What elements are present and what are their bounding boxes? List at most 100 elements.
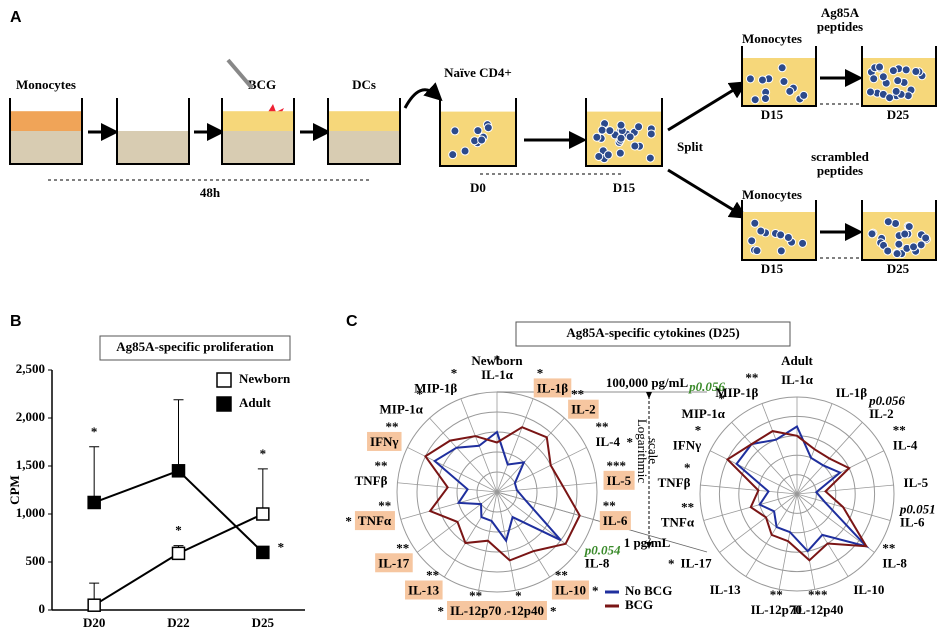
spoke [496,417,565,493]
error-bar [173,399,184,471]
cell [757,75,767,85]
cell [904,222,914,232]
axis-label: IL-12p70 [450,603,501,618]
highlight [533,378,572,398]
spoke [796,484,894,495]
cell [616,133,626,143]
cell [450,126,460,136]
axis-label: TNFβ [355,473,388,488]
well [861,200,937,261]
well [327,98,401,165]
significance: * [494,352,501,367]
axis-label: MIP-1α [380,402,424,417]
label: peptides [817,19,863,34]
gel [10,131,82,164]
significance: ** [681,499,694,514]
cell [776,230,786,240]
well-wall [585,98,663,167]
axis-label: IFNγ [370,434,398,449]
spoke [796,493,816,590]
spoke [496,491,578,553]
axis-label: IL-6 [900,514,925,529]
cell [597,125,607,135]
marker [256,545,270,560]
cell [875,62,885,72]
y-tick-label: 1,500 [16,457,45,472]
y-tick-label: 1,000 [16,505,45,520]
cell [901,65,911,75]
highlight [367,431,402,451]
significance: * [175,523,182,538]
spoke [709,450,798,495]
gel [328,131,400,164]
axis-label: IL-4 [893,437,918,452]
significance-green: * [627,434,634,449]
label: D25 [887,107,910,122]
p-value: p0.056 [688,379,725,394]
significance: * [91,424,98,439]
axis-label: IL-17 [681,555,713,570]
label: Monocytes [16,77,76,92]
significance: * [537,365,544,380]
cell [776,246,786,256]
axis-label: IL-10 [853,582,884,597]
panel-title: Ag85A-specific cytokines (D25) [566,325,739,340]
axis-label: IL-10 [555,583,586,598]
gel [222,131,294,164]
significance: ** [396,540,409,555]
label: D15 [761,107,784,122]
well-wall [439,98,517,167]
scale-note: scale [646,438,661,464]
cell [756,226,766,236]
arrow [403,82,443,109]
label: Monocytes [742,187,802,202]
spoke [731,422,798,495]
axis-label: IL-1α [481,367,514,382]
radar-series [423,426,581,562]
spoke [496,491,550,578]
well [439,98,517,167]
axis-label: IL-2 [869,406,894,421]
cell [616,120,626,130]
significance: ** [571,387,584,402]
x-tick-label: D20 [83,615,105,630]
axis-label: IL-8 [882,555,907,570]
cell [900,229,910,239]
significance: *** [607,458,627,473]
cell [869,74,879,84]
radar-title: Adult [781,353,813,368]
significance: * [684,460,691,475]
axis-label: IFNγ [673,437,701,452]
significance: ** [770,587,783,602]
y-tick-label: 500 [26,553,46,568]
arrow [667,168,748,219]
spoke [429,417,498,493]
significance: ** [882,540,895,555]
highlight [603,470,635,490]
marker [171,546,186,561]
marker [171,464,186,478]
scale-label: 1 pg/mL [624,535,671,550]
radar-series [735,425,870,553]
y-tick-label: 0 [39,601,46,616]
error-bar [89,446,100,503]
axis-label: IL-1α [781,372,814,387]
cell [783,232,793,242]
significance: * [695,422,702,437]
radar-series [725,430,869,562]
well [221,98,295,165]
cell [921,233,931,243]
label: DCs [352,77,376,92]
chart-title: Ag85A-specific proliferation [116,339,274,354]
panel-b: B Ag85A-specific proliferation CPM 0 500 1,00… [7,313,305,630]
significance-green: * [345,514,352,529]
cell [745,74,755,84]
spoke [796,493,875,553]
p-value: p0.051 [899,501,936,516]
spoke [700,484,798,495]
well-wall [9,98,83,165]
axis-label: TNFα [358,513,392,528]
label: scrambled [811,149,870,164]
axis-label: IL-17 [378,555,410,570]
axis-label: IL-12p40 [792,602,843,617]
